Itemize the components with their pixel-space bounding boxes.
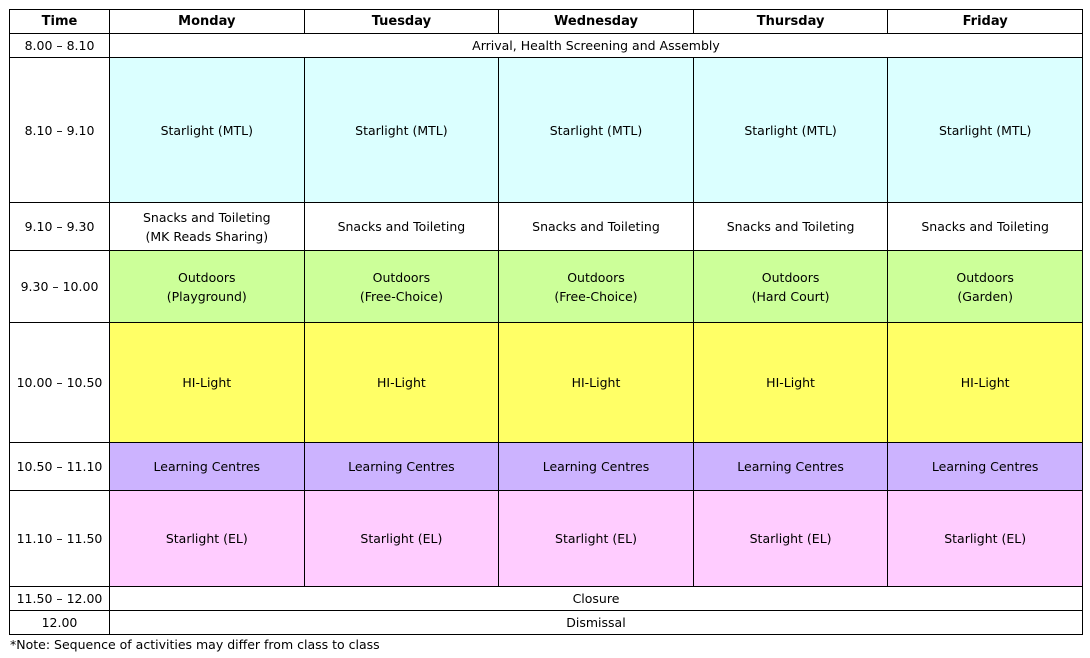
day-header-monday: Monday xyxy=(109,9,305,34)
activity-cell: Learning Centres xyxy=(692,442,889,491)
activity-cell: Snacks and Toileting xyxy=(303,202,500,251)
activity-label: Outdoors xyxy=(761,269,820,285)
activity-sublabel: (Playground) xyxy=(166,288,247,304)
activity-sublabel: (Free-Choice) xyxy=(554,288,638,304)
activity-cell: Outdoors (Garden) xyxy=(887,250,1083,323)
time-cell: 9.30 – 10.00 xyxy=(9,250,110,323)
activity-cell: Dismissal xyxy=(109,610,1083,635)
table-row: 11.50 – 12.00 Closure xyxy=(9,586,1083,611)
activity-cell: HI-Light xyxy=(887,322,1083,443)
activity-cell: HI-Light xyxy=(498,322,694,443)
time-cell: 10.00 – 10.50 xyxy=(9,322,110,443)
activity-cell: Arrival, Health Screening and Assembly xyxy=(109,33,1083,58)
activity-cell: Outdoors (Free-Choice) xyxy=(303,250,500,323)
activity-cell: Outdoors (Free-Choice) xyxy=(498,250,694,323)
day-header-thursday: Thursday xyxy=(692,9,889,34)
day-header-wednesday: Wednesday xyxy=(498,9,694,34)
time-header: Time xyxy=(9,9,110,34)
time-cell: 11.50 – 12.00 xyxy=(9,586,110,611)
activity-label: Outdoors xyxy=(956,269,1014,285)
activity-cell: Starlight (MTL) xyxy=(498,57,694,203)
day-header-friday: Friday xyxy=(887,9,1083,34)
activity-sublabel: (Garden) xyxy=(957,288,1013,304)
activity-cell: Starlight (EL) xyxy=(498,490,694,587)
table-row: 10.50 – 11.10 Learning Centres Learning … xyxy=(9,442,1083,491)
activity-cell: Outdoors (Hard Court) xyxy=(692,250,889,323)
activity-cell: Snacks and Toileting xyxy=(692,202,889,251)
table-row: 10.00 – 10.50 HI-Light HI-Light HI-Light… xyxy=(9,322,1083,443)
table-row: 12.00 Dismissal xyxy=(9,610,1083,635)
activity-cell: HI-Light xyxy=(303,322,500,443)
activity-cell: HI-Light xyxy=(109,322,305,443)
footnote: *Note: Sequence of activities may differ… xyxy=(10,637,380,652)
activity-sublabel: (MK Reads Sharing) xyxy=(145,228,269,244)
activity-cell: Starlight (MTL) xyxy=(303,57,500,203)
activity-cell: Closure xyxy=(109,586,1083,611)
table-row: 8.10 – 9.10 Starlight (MTL) Starlight (M… xyxy=(9,57,1083,203)
activity-cell: Snacks and Toileting xyxy=(887,202,1083,251)
activity-cell: Starlight (MTL) xyxy=(887,57,1083,203)
activity-label: Outdoors xyxy=(178,269,236,285)
activity-cell: Starlight (MTL) xyxy=(109,57,305,203)
activity-cell: Outdoors (Playground) xyxy=(109,250,305,323)
activity-label: Snacks and Toileting xyxy=(142,209,271,225)
time-cell: 9.10 – 9.30 xyxy=(9,202,110,251)
activity-sublabel: (Free-Choice) xyxy=(359,288,443,304)
table-row: 9.10 – 9.30 Snacks and Toileting (MK Rea… xyxy=(9,202,1083,251)
time-cell: 8.10 – 9.10 xyxy=(9,57,110,203)
time-cell: 10.50 – 11.10 xyxy=(9,442,110,491)
activity-cell: Snacks and Toileting xyxy=(498,202,694,251)
activity-label: Outdoors xyxy=(372,269,431,285)
table-row: 11.10 – 11.50 Starlight (EL) Starlight (… xyxy=(9,490,1083,587)
time-cell: 12.00 xyxy=(9,610,110,635)
time-cell: 8.00 – 8.10 xyxy=(9,33,110,58)
day-header-tuesday: Tuesday xyxy=(303,9,500,34)
activity-cell: HI-Light xyxy=(692,322,889,443)
activity-cell: Snacks and Toileting (MK Reads Sharing) xyxy=(109,202,305,251)
activity-cell: Starlight (EL) xyxy=(109,490,305,587)
activity-cell: Learning Centres xyxy=(887,442,1083,491)
activity-label: Outdoors xyxy=(567,269,625,285)
activity-cell: Starlight (MTL) xyxy=(692,57,889,203)
timetable: Time Monday Tuesday Wednesday Thursday F… xyxy=(9,9,1083,635)
activity-cell: Learning Centres xyxy=(303,442,500,491)
activity-cell: Starlight (EL) xyxy=(887,490,1083,587)
activity-cell: Starlight (EL) xyxy=(303,490,500,587)
activity-cell: Starlight (EL) xyxy=(692,490,889,587)
activity-sublabel: (Hard Court) xyxy=(751,288,830,304)
time-cell: 11.10 – 11.50 xyxy=(9,490,110,587)
activity-cell: Learning Centres xyxy=(109,442,305,491)
activity-cell: Learning Centres xyxy=(498,442,694,491)
table-row: 9.30 – 10.00 Outdoors (Playground) Outdo… xyxy=(9,250,1083,323)
table-row: 8.00 – 8.10 Arrival, Health Screening an… xyxy=(9,33,1083,58)
header-row: Time Monday Tuesday Wednesday Thursday F… xyxy=(9,9,1083,34)
